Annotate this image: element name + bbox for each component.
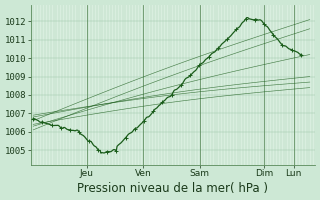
X-axis label: Pression niveau de la mer( hPa ): Pression niveau de la mer( hPa ) [77,182,268,195]
